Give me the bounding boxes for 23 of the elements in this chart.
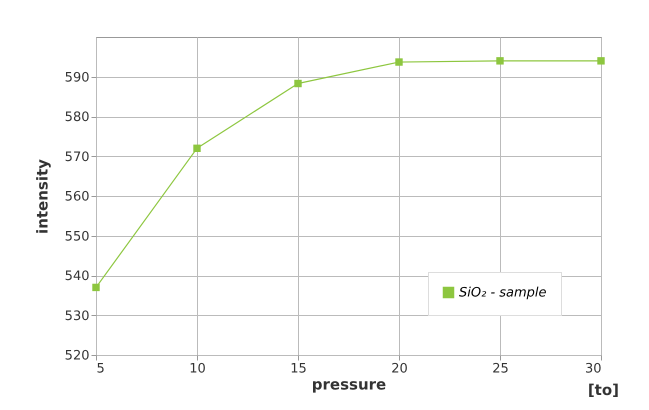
point [597,57,605,65]
y-tick-label: 540 [64,269,90,284]
x-tick-label: 25 [492,362,509,376]
y-tick-label: 580 [64,110,90,125]
point [92,284,100,292]
y-tick-label: 560 [64,190,90,204]
y-axis-title: intensity [34,158,52,234]
y-tick-label: 520 [64,348,90,364]
text: [to] [588,381,619,399]
point [395,58,403,66]
x-tick-label: 5 [96,362,105,376]
x-tick-label: 20 [391,362,408,376]
y-tick-label: 590 [64,70,90,86]
point [193,144,201,152]
x-tick-label: 15 [290,362,307,376]
x-tick-label: 30 [584,362,602,376]
y-tick-label: 570 [64,150,90,165]
point [496,57,504,65]
y-tick-label: 550 [64,229,90,244]
y-tick-label: 530 [64,308,90,324]
legend-label: SiO₂ - sample [459,286,547,300]
x-tick-label: 10 [189,362,206,376]
x-axis-title: pressure [312,376,386,394]
